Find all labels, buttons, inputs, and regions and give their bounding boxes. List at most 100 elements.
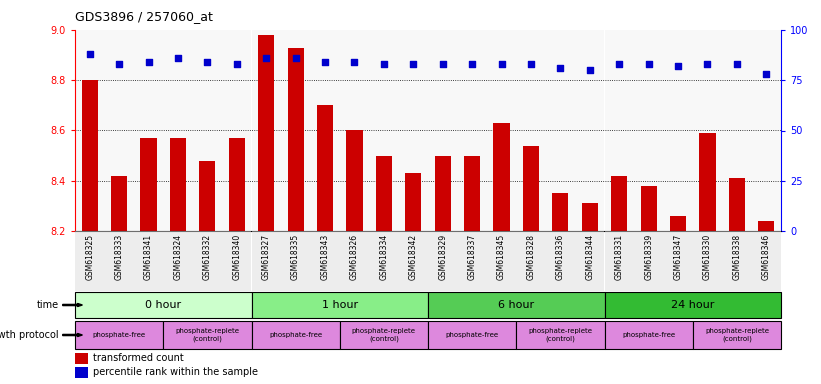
Bar bbox=[163, 321, 251, 349]
Bar bbox=[428, 292, 604, 318]
Bar bbox=[693, 231, 722, 291]
Bar bbox=[604, 30, 634, 231]
Bar bbox=[369, 231, 398, 291]
Bar bbox=[140, 138, 157, 231]
Bar bbox=[163, 30, 193, 231]
Bar bbox=[111, 176, 127, 231]
Bar bbox=[751, 231, 781, 291]
Bar bbox=[457, 231, 487, 291]
Bar bbox=[317, 105, 333, 231]
Text: GSM618338: GSM618338 bbox=[732, 234, 741, 280]
Text: GSM618347: GSM618347 bbox=[673, 234, 682, 280]
Text: phosphate-free: phosphate-free bbox=[446, 332, 498, 338]
Text: GSM618325: GSM618325 bbox=[85, 234, 94, 280]
Bar bbox=[134, 231, 163, 291]
Bar bbox=[376, 156, 392, 231]
Text: GSM618341: GSM618341 bbox=[144, 234, 153, 280]
Bar bbox=[75, 292, 251, 318]
Bar bbox=[634, 231, 663, 291]
Bar bbox=[516, 30, 546, 231]
Bar bbox=[751, 30, 781, 231]
Point bbox=[348, 59, 361, 65]
Text: growth protocol: growth protocol bbox=[0, 330, 58, 340]
Point bbox=[201, 59, 214, 65]
Bar bbox=[200, 161, 215, 231]
Point bbox=[701, 61, 714, 67]
Bar bbox=[575, 231, 604, 291]
Text: GSM618333: GSM618333 bbox=[115, 234, 124, 280]
Bar bbox=[722, 231, 751, 291]
Point bbox=[554, 65, 567, 71]
Bar bbox=[229, 138, 245, 231]
Bar bbox=[457, 30, 487, 231]
Text: GSM618335: GSM618335 bbox=[291, 234, 300, 280]
Point bbox=[731, 61, 744, 67]
Bar bbox=[493, 123, 510, 231]
Text: GSM618336: GSM618336 bbox=[556, 234, 565, 280]
Text: 1 hour: 1 hour bbox=[322, 300, 358, 310]
Point bbox=[672, 63, 685, 69]
Point bbox=[525, 61, 538, 67]
Bar bbox=[398, 30, 428, 231]
Point bbox=[466, 61, 479, 67]
Bar bbox=[699, 133, 716, 231]
Point bbox=[642, 61, 655, 67]
Text: time: time bbox=[36, 300, 58, 310]
Bar bbox=[604, 231, 634, 291]
Bar bbox=[759, 221, 774, 231]
Bar bbox=[487, 30, 516, 231]
Bar bbox=[75, 367, 88, 377]
Bar bbox=[193, 231, 222, 291]
Bar bbox=[340, 30, 369, 231]
Text: phosphate-replete
(control): phosphate-replete (control) bbox=[352, 328, 416, 342]
Bar bbox=[369, 30, 398, 231]
Bar bbox=[104, 30, 134, 231]
Text: GSM618327: GSM618327 bbox=[262, 234, 271, 280]
Bar bbox=[464, 156, 480, 231]
Bar bbox=[75, 231, 104, 291]
Bar bbox=[163, 231, 193, 291]
Bar bbox=[251, 321, 340, 349]
Bar bbox=[104, 231, 134, 291]
Point bbox=[319, 59, 332, 65]
Bar bbox=[611, 176, 627, 231]
Point bbox=[612, 61, 626, 67]
Point bbox=[406, 61, 420, 67]
Text: phosphate-free: phosphate-free bbox=[269, 332, 322, 338]
Bar bbox=[428, 30, 457, 231]
Point bbox=[378, 61, 391, 67]
Text: transformed count: transformed count bbox=[93, 353, 183, 363]
Bar bbox=[663, 231, 693, 291]
Point bbox=[495, 61, 508, 67]
Bar bbox=[170, 138, 186, 231]
Bar bbox=[251, 231, 281, 291]
Text: percentile rank within the sample: percentile rank within the sample bbox=[93, 367, 258, 377]
Bar bbox=[340, 231, 369, 291]
Bar bbox=[663, 30, 693, 231]
Bar bbox=[75, 321, 163, 349]
Bar bbox=[75, 353, 88, 364]
Text: GSM618332: GSM618332 bbox=[203, 234, 212, 280]
Text: GSM618340: GSM618340 bbox=[232, 234, 241, 280]
Bar bbox=[546, 30, 575, 231]
Bar bbox=[310, 231, 340, 291]
Bar bbox=[134, 30, 163, 231]
Bar bbox=[604, 321, 693, 349]
Text: GSM618326: GSM618326 bbox=[350, 234, 359, 280]
Text: phosphate-replete
(control): phosphate-replete (control) bbox=[176, 328, 240, 342]
Bar bbox=[406, 173, 421, 231]
Point bbox=[259, 55, 273, 61]
Bar bbox=[634, 30, 663, 231]
Bar bbox=[428, 231, 457, 291]
Bar bbox=[553, 193, 568, 231]
Text: 0 hour: 0 hour bbox=[145, 300, 181, 310]
Bar bbox=[81, 80, 98, 231]
Bar bbox=[546, 231, 575, 291]
Bar bbox=[251, 30, 281, 231]
Text: phosphate-replete
(control): phosphate-replete (control) bbox=[529, 328, 593, 342]
Text: GSM618324: GSM618324 bbox=[173, 234, 182, 280]
Bar bbox=[287, 48, 304, 231]
Bar bbox=[258, 35, 274, 231]
Bar bbox=[281, 231, 310, 291]
Text: GSM618329: GSM618329 bbox=[438, 234, 447, 280]
